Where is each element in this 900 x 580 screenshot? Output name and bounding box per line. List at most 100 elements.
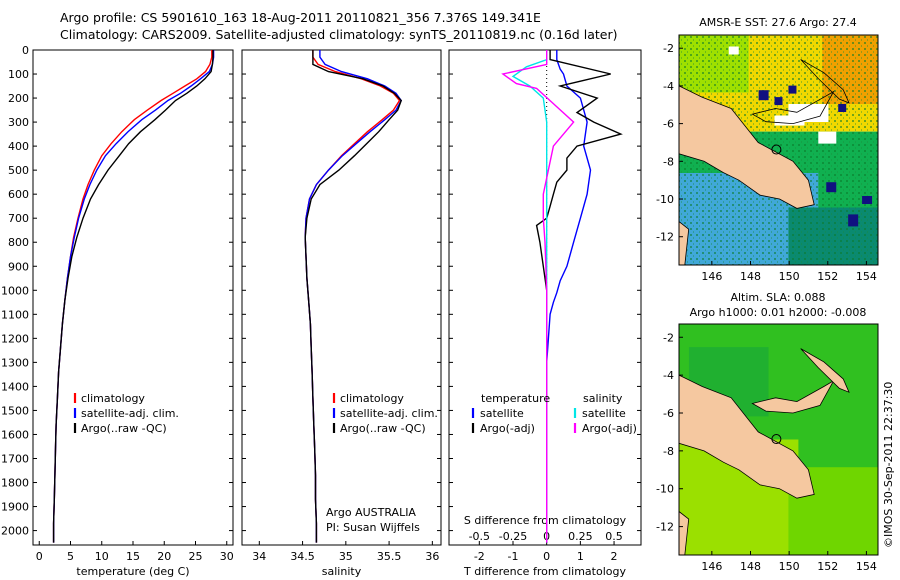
y-tick-label-0: 0 [22,44,29,57]
diff-s-tick-label-3: 0.25 [568,530,593,543]
sal-legend-label-0: climatology [340,392,404,405]
sst-y-tick-label-3: -8 [663,155,674,168]
sla-x-tick-label-0: 146 [701,560,722,573]
sst-y-tick-label-2: -6 [663,118,674,131]
sst-x-tick-label-2: 150 [779,270,800,283]
temp-x-tick-label-4: 20 [157,550,171,563]
diff-legend-s-label-0: satellite [582,407,626,420]
sst-cell-dark-6 [862,196,873,204]
sst-cell-gap-3 [818,131,837,144]
y-tick-label-19: 1900 [1,501,29,514]
imos-timestamp: ©IMOS 30-Sep-2011 22:37:30 [882,381,895,548]
sst-cell-dark-7 [826,182,837,193]
sst-cell-dark-4 [838,104,847,112]
sla-mainland [678,374,815,499]
y-tick-label-1: 100 [8,68,29,81]
sla-map-frame [678,323,879,556]
sla-y-tick-label-0: -2 [663,331,674,344]
diff-legend-t-title: temperature [481,392,550,405]
sal-legend-label-2: Argo(..raw -QC) [340,422,426,435]
y-tick-label-5: 500 [8,164,29,177]
salinity-frame [241,49,442,546]
sst-cell-gap-1 [774,115,805,126]
sla-x-tick-label-4: 154 [856,560,877,573]
temp-legend-label-0: climatology [81,392,145,405]
sst-map-panel: 146 148 150 152 154 -2 -4 -6 -8 -10 -12 [656,34,879,283]
sst-new-ireland [800,59,850,104]
sla-new-ireland [800,348,850,393]
sla-map-subtitle: Argo h1000: 0.01 h2000: -0.008 [690,306,867,319]
header-title-line1: Argo profile: CS 5901610_163 18-Aug-2011… [60,10,541,25]
sla-map-title: Altim. SLA: 0.088 [730,291,825,304]
sal-x-tick-label-4: 36 [425,550,439,563]
diff-x-tick-label-2: 0 [543,550,550,563]
temp-legend-label-1: satellite-adj. clim. [81,407,179,420]
difference-panel: -2 -1 0 1 2-0.5 -0.25 0 0.25 0.5T difference fro… [448,49,642,578]
difference-frame [448,49,642,546]
difference-series-3 [501,50,575,543]
sst-cell-dark-1 [774,97,783,106]
y-tick-label-8: 800 [8,236,29,249]
sst-cell-dark-5 [848,214,859,227]
sst-map-frame [678,34,879,266]
diff-s-tick-label-0: -0.5 [469,530,490,543]
header-title-line2: Climatology: CARS2009. Satellite-adjuste… [60,27,618,42]
sst-new-britain [751,90,835,125]
sal-x-tick-label-1: 34.5 [290,550,315,563]
sla-x-tick-label-2: 150 [779,560,800,573]
sst-cell-gap-4 [728,46,739,55]
sst-cell-dark-0 [758,90,769,101]
sst-x-tick-label-1: 148 [740,270,761,283]
sla-y-tick-label-4: -10 [656,483,674,496]
y-tick-label-12: 1200 [1,332,29,345]
diff-x-tick-label-0: -2 [474,550,485,563]
sla-x-tick-label-1: 148 [740,560,761,573]
y-tick-label-10: 1000 [1,284,29,297]
sst-x-tick-label-4: 154 [856,270,877,283]
y-tick-label-15: 1500 [1,404,29,417]
sst-cell-dark-2 [788,85,797,94]
sla-y-tick-label-2: -6 [663,407,674,420]
y-tick-label-18: 1800 [1,477,29,490]
diff-x-tick-label-1: -1 [508,550,519,563]
temp-x-tick-label-0: 0 [36,550,43,563]
y-tick-label-20: 2000 [1,525,29,538]
temp-x-tick-label-5: 25 [189,550,203,563]
diff-legend-s-title: salinity [583,392,623,405]
salinity-panel: 34 34.5 35 35.5 36 salinity climatology satelli… [241,49,442,578]
y-tick-label-16: 1600 [1,428,29,441]
argo-program-label: Argo AUSTRALIA [326,506,416,519]
sal-legend-label-1: satellite-adj. clim. [340,407,438,420]
sst-mainland [678,85,815,209]
diff-legend-t-label-0: satellite [480,407,524,420]
sst-map-title: AMSR-E SST: 27.6 Argo: 27.4 [699,16,857,29]
y-tick-label-17: 1700 [1,452,29,465]
sla-map-panel: 146 148 150 152 154 -2 -4 -6 -8 -10 -12 [656,323,879,573]
diff-s-tick-label-4: 0.5 [605,530,623,543]
temp-legend-label-2: Argo(..raw -QC) [81,422,167,435]
sst-y-tick-label-4: -10 [656,193,674,206]
difference-series-2 [511,50,548,543]
sal-x-tick-label-2: 35 [339,550,353,563]
temp-x-tick-label-6: 30 [220,550,234,563]
y-tick-label-13: 1300 [1,356,29,369]
sst-x-tick-label-3: 152 [817,270,838,283]
diff-x-tick-label-4: 2 [611,550,618,563]
sla-x-tick-label-3: 152 [817,560,838,573]
temperature-frame [32,49,234,546]
sal-x-tick-label-3: 35.5 [377,550,402,563]
sst-y-tick-label-0: -2 [663,42,674,55]
salinity-axis-label: salinity [322,565,362,578]
y-tick-label-9: 900 [8,260,29,273]
temp-x-tick-label-3: 15 [126,550,140,563]
y-tick-label-11: 1100 [1,308,29,321]
sla-y-tick-label-5: -12 [656,521,674,534]
sla-y-tick-label-3: -8 [663,445,674,458]
temperature-series-2 [52,50,214,543]
sla-y-tick-label-1: -4 [663,369,674,382]
diff-t-axis-label: T difference from climatology [463,565,626,578]
y-tick-label-6: 600 [8,188,29,201]
sst-x-tick-label-0: 146 [701,270,722,283]
temp-x-tick-label-1: 5 [67,550,74,563]
